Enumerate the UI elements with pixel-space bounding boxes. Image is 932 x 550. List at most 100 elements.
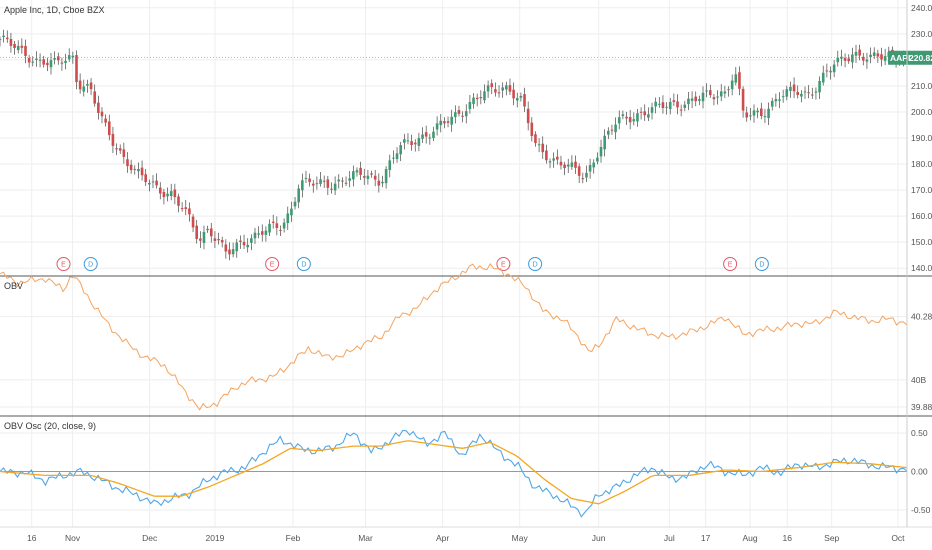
- candle-body: [752, 110, 756, 116]
- candle-body: [97, 102, 100, 113]
- candle-body: [610, 129, 614, 131]
- candle-body: [803, 91, 807, 93]
- x-tick-label: 2019: [205, 533, 224, 543]
- dividend-marker[interactable]: D: [83, 257, 98, 271]
- obv-osc-y-axis: 0.50 0.00 -0.50: [911, 428, 931, 515]
- candle-body: [158, 187, 162, 194]
- candle-body: [42, 59, 46, 65]
- candle-body: [548, 161, 552, 163]
- x-tick-label: Nov: [65, 533, 81, 543]
- candle-body: [140, 167, 144, 176]
- candle-body: [596, 157, 599, 162]
- candle-body: [293, 201, 297, 207]
- candle-body: [86, 84, 89, 86]
- obv-tick-label: 40B: [911, 375, 926, 385]
- grid-lines: [0, 0, 907, 527]
- candle-body: [410, 141, 413, 145]
- candle-body: [341, 180, 344, 182]
- candle-body: [781, 96, 785, 98]
- candle-body: [650, 107, 654, 113]
- candle-body: [301, 180, 304, 191]
- candle-body: [264, 230, 268, 235]
- candle-body: [362, 176, 366, 178]
- candle-body: [64, 60, 67, 63]
- candle-body: [566, 164, 570, 167]
- last-price-value: 220.82: [909, 53, 932, 63]
- candle-body: [304, 177, 308, 179]
- candle-body: [756, 110, 759, 113]
- candle-body: [381, 181, 384, 184]
- candle-body: [716, 96, 719, 98]
- candle-body: [78, 80, 82, 90]
- candle-body: [16, 45, 20, 51]
- earnings-marker[interactable]: E: [56, 257, 71, 271]
- event-marker-letter: D: [88, 262, 93, 269]
- candle-body: [253, 232, 257, 239]
- candle-body: [344, 182, 348, 184]
- candle-body: [574, 161, 577, 168]
- candle-body: [403, 139, 406, 143]
- candle-body: [107, 121, 111, 136]
- candle-body: [82, 86, 86, 92]
- candle-body: [424, 132, 428, 137]
- candle-body: [9, 39, 13, 46]
- candle-body: [322, 180, 326, 182]
- candle-body: [450, 116, 453, 125]
- candle-body: [384, 169, 388, 184]
- x-tick-label: Dec: [142, 533, 158, 543]
- candle-body: [188, 208, 191, 215]
- candle-body: [712, 97, 716, 100]
- candle-body: [832, 64, 836, 73]
- candle-body: [446, 121, 450, 123]
- candle-body: [27, 58, 31, 63]
- candle-body: [658, 103, 661, 105]
- candle-body: [421, 134, 424, 139]
- event-marker-letter: D: [759, 262, 764, 269]
- candle-body: [2, 35, 5, 38]
- candle-body: [738, 72, 741, 89]
- candle-body: [472, 97, 475, 104]
- candle-body: [217, 239, 220, 241]
- x-tick-label: 16: [27, 533, 37, 543]
- last-price-symbol: AAPL: [890, 53, 913, 63]
- last-price-tag[interactable]: AAPL 220.82: [888, 50, 932, 65]
- candle-body: [115, 148, 118, 150]
- candle-body: [512, 89, 515, 99]
- x-tick-label: 16: [783, 533, 793, 543]
- obv-osc-pane-title: OBV Osc (20, close, 9): [4, 421, 96, 431]
- dividend-marker[interactable]: D: [296, 257, 311, 271]
- candle-body: [111, 133, 115, 146]
- candle-body: [858, 49, 861, 56]
- candle-body: [632, 119, 636, 122]
- candle-body: [800, 93, 803, 97]
- x-tick-label: Jun: [592, 533, 606, 543]
- candle-body: [428, 137, 432, 139]
- earnings-marker[interactable]: E: [265, 257, 280, 271]
- dividend-marker[interactable]: D: [528, 257, 543, 271]
- candle-body: [563, 164, 566, 169]
- candle-body: [75, 55, 78, 83]
- candle-body: [133, 168, 137, 170]
- price-tick-label: 240.00: [911, 3, 932, 13]
- candle-body: [151, 181, 155, 183]
- candle-body: [614, 124, 617, 133]
- candle-body: [177, 196, 180, 206]
- candle-body: [603, 135, 606, 150]
- candle-body: [235, 242, 239, 252]
- candle-body: [745, 112, 749, 118]
- candle-body: [268, 223, 271, 233]
- candle-body: [326, 179, 330, 188]
- candle-body: [668, 101, 672, 110]
- earnings-marker[interactable]: E: [723, 257, 738, 271]
- candle-body: [730, 80, 734, 90]
- candle-body: [617, 117, 621, 124]
- dividend-marker[interactable]: D: [754, 257, 769, 271]
- candle-body: [719, 91, 723, 97]
- candle-body: [639, 111, 643, 113]
- candle-body: [468, 102, 472, 110]
- candle-body: [260, 231, 264, 235]
- earnings-marker[interactable]: E: [496, 257, 511, 271]
- candle-body: [705, 90, 708, 92]
- candle-body: [534, 134, 537, 144]
- candle-body: [628, 117, 632, 123]
